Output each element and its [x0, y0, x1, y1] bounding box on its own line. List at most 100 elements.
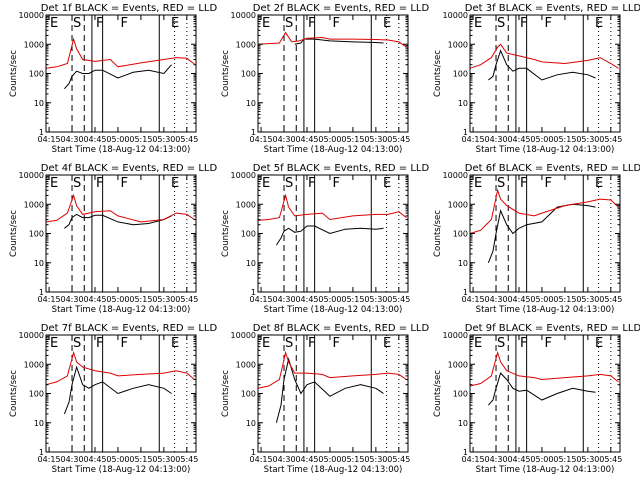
event-letter: F [544, 16, 551, 31]
event-letter: F [120, 16, 127, 31]
x-tick-label: 05:30 [152, 135, 175, 144]
series-lld [469, 43, 619, 69]
x-tick-label: 04:15 [250, 295, 273, 304]
y-tick-label: 1000 [24, 360, 44, 369]
x-tick-label: 05:45 [599, 455, 622, 464]
y-tick-label: 100 [241, 230, 256, 239]
y-tick-label: 10 [34, 259, 44, 268]
x-axis-label: Start Time (18-Aug-12 04:13:00) [476, 305, 615, 315]
y-tick-label: 100 [29, 390, 44, 399]
y-tick-label: 1000 [236, 40, 256, 49]
x-axis-label: Start Time (18-Aug-12 04:13:00) [52, 145, 191, 155]
y-tick-label: 100 [29, 70, 44, 79]
event-letter: E [171, 336, 179, 351]
y-axis-label: Counts/sec [9, 370, 19, 417]
x-tick-label: 04:15 [462, 135, 485, 144]
x-tick-label: 05:45 [387, 455, 410, 464]
x-tick-label: 05:00 [106, 455, 129, 464]
event-letter: F [544, 176, 551, 191]
series-events [64, 213, 172, 229]
x-axis-label: Start Time (18-Aug-12 04:13:00) [264, 145, 403, 155]
x-tick-label: 05:45 [175, 295, 198, 304]
x-tick-label: 05:30 [152, 295, 175, 304]
event-letter: S [497, 16, 505, 31]
y-tick-label: 1000 [24, 200, 44, 209]
y-tick-label: 1 [251, 128, 256, 137]
x-tick-label: 05:00 [530, 455, 553, 464]
y-tick-label: 100 [29, 230, 44, 239]
x-tick-label: 05:30 [576, 295, 599, 304]
series-events [488, 372, 596, 406]
y-axis-label: Counts/sec [221, 50, 231, 97]
y-axis-label: Counts/sec [433, 370, 443, 417]
y-tick-label: 10 [458, 259, 468, 268]
x-tick-label: 05:30 [576, 135, 599, 144]
event-letter: E [383, 16, 391, 31]
event-letter: E [50, 336, 58, 351]
event-letter: E [474, 16, 482, 31]
series-lld [469, 188, 619, 234]
event-letter: F [120, 176, 127, 191]
event-letter: F [520, 176, 527, 191]
x-tick-label: 04:15 [38, 135, 61, 144]
x-axis-label: Start Time (18-Aug-12 04:13:00) [264, 305, 403, 315]
x-tick-label: 05:15 [129, 455, 152, 464]
y-tick-label: 1 [463, 448, 468, 457]
event-letter: E [474, 336, 482, 351]
x-tick-label: 04:15 [250, 455, 273, 464]
x-tick-label: 04:15 [38, 295, 61, 304]
y-tick-label: 100 [453, 230, 468, 239]
x-tick-label: 05:15 [129, 135, 152, 144]
event-letter: F [120, 336, 127, 351]
event-letter: F [332, 16, 339, 31]
y-tick-label: 10 [246, 419, 256, 428]
event-letter: F [308, 336, 315, 351]
y-tick-label: 10000 [231, 331, 256, 340]
event-letter: E [50, 176, 58, 191]
x-tick-label: 04:30 [484, 455, 507, 464]
series-lld [257, 193, 407, 221]
x-tick-label: 04:45 [295, 295, 318, 304]
event-letter: F [520, 336, 527, 351]
event-letter: E [383, 336, 391, 351]
x-tick-label: 04:15 [462, 295, 485, 304]
x-tick-label: 05:15 [553, 455, 576, 464]
event-letter: F [96, 336, 103, 351]
y-tick-label: 1000 [448, 360, 468, 369]
x-axis-label: Start Time (18-Aug-12 04:13:00) [264, 465, 403, 475]
x-tick-label: 04:15 [250, 135, 273, 144]
x-axis-label: Start Time (18-Aug-12 04:13:00) [476, 465, 615, 475]
x-tick-label: 04:45 [83, 135, 106, 144]
event-letter: F [96, 16, 103, 31]
plot-frame [257, 174, 409, 293]
x-tick-label: 04:45 [83, 295, 106, 304]
x-tick-label: 04:15 [38, 455, 61, 464]
y-tick-label: 10000 [19, 11, 44, 20]
x-tick-label: 05:15 [553, 135, 576, 144]
x-tick-label: 05:00 [318, 455, 341, 464]
y-axis-label: Counts/sec [221, 370, 231, 417]
plot-frame [45, 14, 197, 133]
y-tick-label: 1 [39, 448, 44, 457]
x-tick-label: 05:00 [106, 295, 129, 304]
y-tick-label: 1 [251, 448, 256, 457]
y-tick-label: 1 [39, 128, 44, 137]
y-tick-label: 10000 [19, 171, 44, 180]
x-axis-label: Start Time (18-Aug-12 04:13:00) [52, 305, 191, 315]
y-tick-label: 1000 [24, 40, 44, 49]
x-tick-label: 05:45 [387, 135, 410, 144]
x-tick-label: 05:30 [364, 135, 387, 144]
x-tick-label: 04:45 [507, 135, 530, 144]
x-tick-label: 04:15 [462, 455, 485, 464]
event-letter: S [73, 176, 81, 191]
x-tick-label: 05:15 [341, 295, 364, 304]
x-tick-label: 04:45 [295, 455, 318, 464]
y-tick-label: 10 [246, 99, 256, 108]
series-lld [469, 350, 619, 387]
event-letter: F [308, 176, 315, 191]
